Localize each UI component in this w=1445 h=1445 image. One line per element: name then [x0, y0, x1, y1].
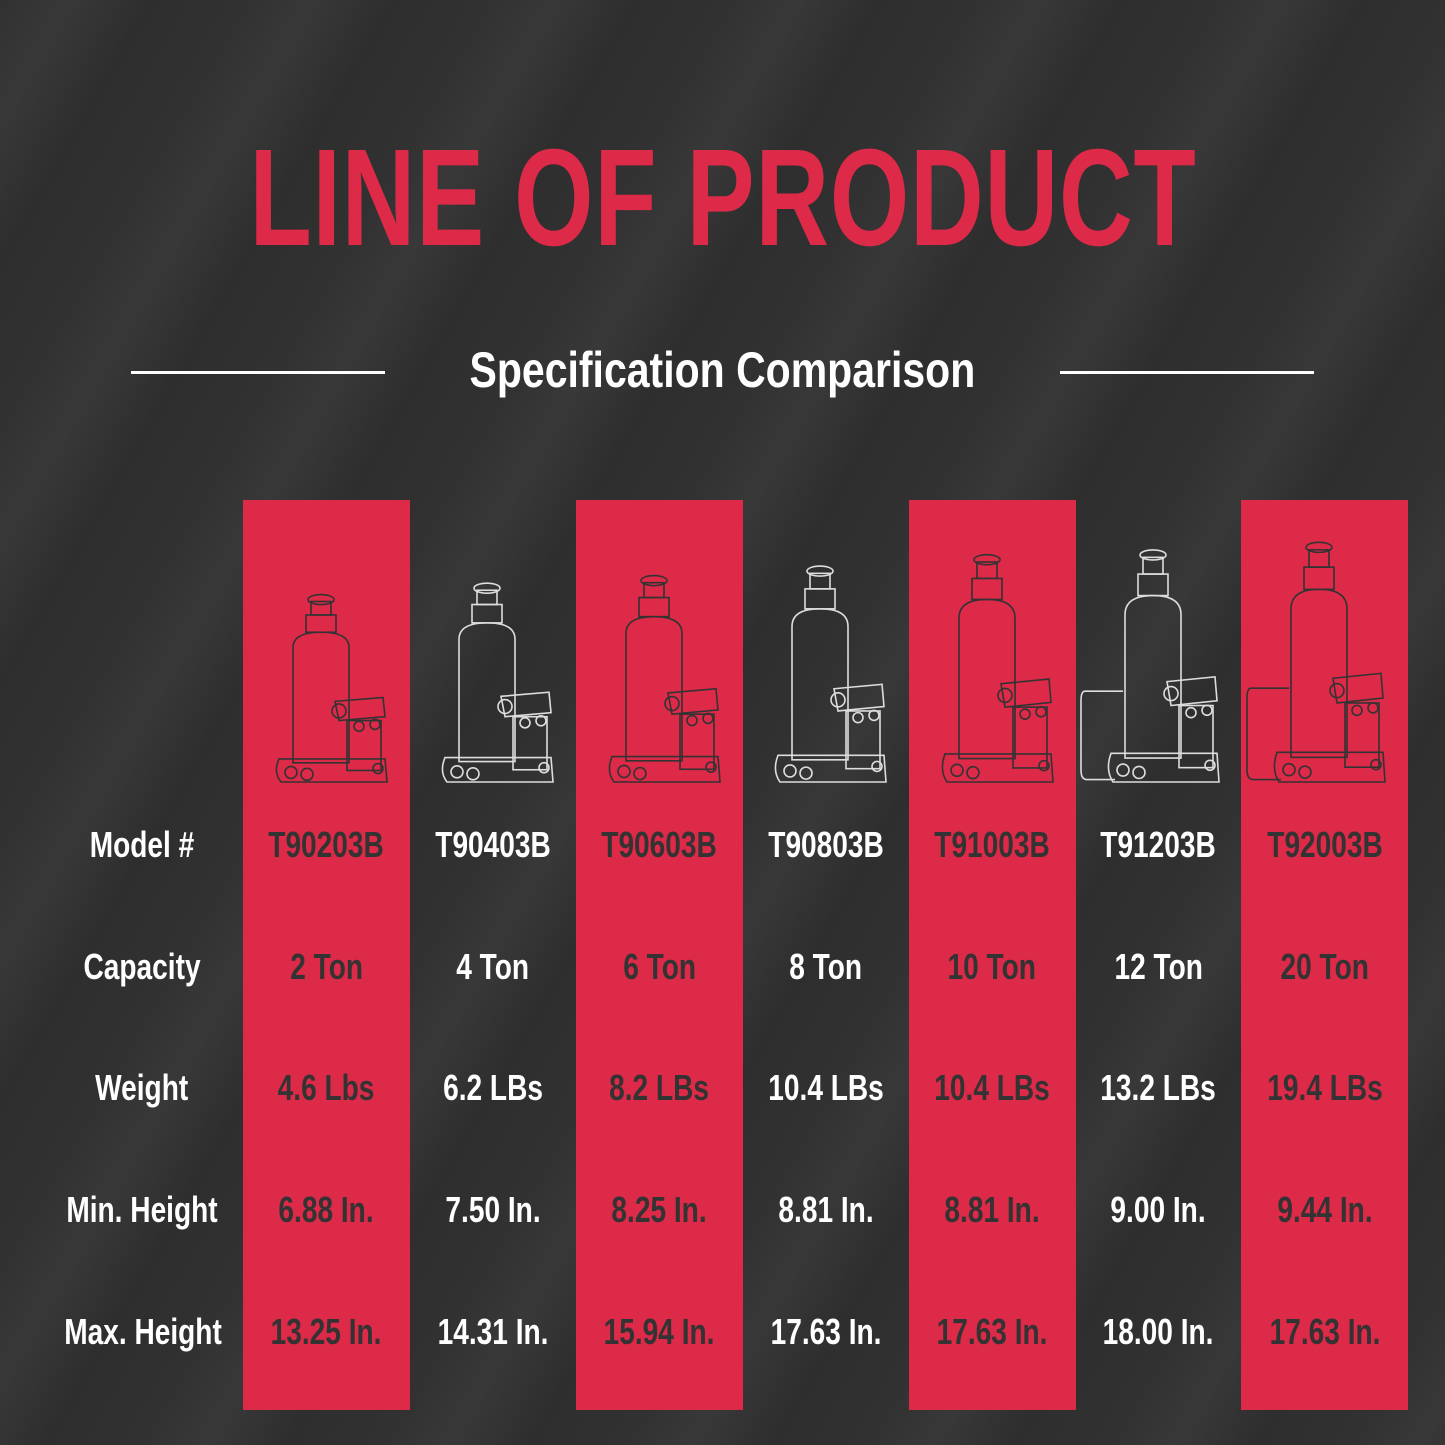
- cell-text: 9.44 In.: [1277, 1189, 1373, 1230]
- product-column-T90803B: T90803B 8 Ton 10.4 LBs 8.81 In. 17.63 In.: [742, 500, 909, 1410]
- bottle-jack-icon: [442, 582, 555, 783]
- cell-text: 4.6 Lbs: [278, 1067, 375, 1108]
- label-model: Model #: [89, 824, 195, 865]
- cell-weight: 8.2 LBs: [576, 1066, 743, 1110]
- label-max-height: Max. Height: [64, 1311, 222, 1352]
- cell-max-height: 17.63 In.: [1241, 1310, 1408, 1354]
- bottle-jack-icon: [608, 574, 721, 783]
- cell-text: 15.94 In.: [603, 1311, 715, 1352]
- product-column-T91203B: T91203B 12 Ton 13.2 LBs 9.00 In. 18.00 In.: [1075, 500, 1242, 1410]
- cell-text: T90603B: [601, 824, 718, 865]
- cell-text: 6.88 In.: [278, 1189, 375, 1230]
- section-subtitle: Specification Comparison: [469, 342, 976, 398]
- cell-model: T91203B: [1075, 823, 1242, 867]
- cell-weight: 10.4 LBs: [909, 1066, 1076, 1110]
- cell-text: 13.2 LBs: [1100, 1067, 1217, 1108]
- divider-left: [131, 371, 385, 374]
- bottle-jack-icon: [941, 553, 1054, 783]
- cell-text: T90203B: [268, 824, 385, 865]
- cell-min-height: 7.50 In.: [409, 1188, 576, 1232]
- cell-weight: 10.4 LBs: [742, 1066, 909, 1110]
- cell-text: 17.63 In.: [770, 1311, 882, 1352]
- cell-text: 13.25 In.: [271, 1311, 382, 1352]
- cell-model: T91003B: [909, 823, 1076, 867]
- cell-text: T90803B: [767, 824, 884, 865]
- product-column-T90603B: T90603B 6 Ton 8.2 LBs 8.25 In. 15.94 In.: [575, 500, 743, 1410]
- cell-capacity: 2 Ton: [243, 945, 410, 989]
- cell-text: 6 Ton: [622, 946, 696, 987]
- label-min-height: Min. Height: [66, 1189, 218, 1230]
- cell-text: 4 Ton: [456, 946, 530, 987]
- cell-text: 17.63 In.: [1269, 1311, 1381, 1352]
- cell-text: 2 Ton: [290, 946, 363, 987]
- cell-max-height: 14.31 In.: [409, 1310, 576, 1354]
- cell-capacity: 4 Ton: [409, 945, 576, 989]
- cell-model: T90803B: [742, 823, 909, 867]
- cell-text: 12 Ton: [1114, 946, 1203, 987]
- cell-text: 6.2 LBs: [442, 1067, 543, 1108]
- cell-text: 14.31 In.: [437, 1311, 549, 1352]
- cell-min-height: 8.25 In.: [576, 1188, 743, 1232]
- page-title: LINE OF PRODUCT: [248, 121, 1197, 275]
- cell-text: 8.81 In.: [778, 1189, 874, 1230]
- bottle-jack-icon: [275, 593, 388, 783]
- cell-max-height: 17.63 In.: [742, 1310, 909, 1354]
- product-column-T90203B: T90203B 2 Ton 4.6 Lbs 6.88 In. 13.25 In.: [243, 500, 410, 1410]
- product-column-T91003B: T91003B 10 Ton 10.4 LBs 8.81 In. 17.63 In.: [908, 500, 1076, 1410]
- cell-text: 18.00 In.: [1103, 1311, 1214, 1352]
- bottle-jack-icon: [774, 565, 888, 783]
- bottle-jack-icon: [1246, 541, 1387, 783]
- cell-text: 7.50 In.: [445, 1189, 541, 1230]
- cell-capacity: 8 Ton: [742, 945, 909, 989]
- cell-max-height: 15.94 In.: [576, 1310, 743, 1354]
- cell-text: 8 Ton: [789, 946, 863, 987]
- cell-text: T91003B: [934, 824, 1050, 865]
- cell-model: T90603B: [576, 823, 743, 867]
- cell-min-height: 9.44 In.: [1241, 1188, 1408, 1232]
- cell-text: 10.4 LBs: [767, 1067, 884, 1108]
- cell-text: 10.4 LBs: [934, 1067, 1050, 1108]
- cell-capacity: 20 Ton: [1241, 945, 1408, 989]
- cell-text: T90403B: [435, 824, 551, 865]
- cell-capacity: 6 Ton: [576, 945, 743, 989]
- cell-capacity: 10 Ton: [909, 945, 1076, 989]
- cell-model: T90403B: [409, 823, 576, 867]
- cell-text: T92003B: [1267, 824, 1383, 865]
- cell-text: 17.63 In.: [936, 1311, 1048, 1352]
- cell-capacity: 12 Ton: [1075, 945, 1242, 989]
- label-capacity: Capacity: [83, 946, 201, 987]
- cell-weight: 6.2 LBs: [409, 1066, 576, 1110]
- cell-text: 9.00 In.: [1110, 1189, 1207, 1230]
- cell-max-height: 13.25 In.: [243, 1310, 410, 1354]
- product-column-T92003B: T92003B 20 Ton 19.4 LBs 9.44 In. 17.63 In.: [1241, 500, 1409, 1410]
- bottle-jack-icon: [1080, 549, 1220, 783]
- cell-text: 8.2 LBs: [609, 1067, 710, 1108]
- cell-text: 8.25 In.: [611, 1189, 707, 1230]
- cell-text: 10 Ton: [947, 946, 1037, 987]
- cell-model: T90203B: [243, 823, 410, 867]
- cell-max-height: 18.00 In.: [1075, 1310, 1242, 1354]
- label-weight: Weight: [95, 1067, 189, 1108]
- cell-min-height: 8.81 In.: [742, 1188, 909, 1232]
- cell-weight: 13.2 LBs: [1075, 1066, 1242, 1110]
- cell-min-height: 8.81 In.: [909, 1188, 1076, 1232]
- cell-text: 19.4 LBs: [1267, 1067, 1383, 1108]
- cell-model: T92003B: [1241, 823, 1408, 867]
- product-column-T90403B: T90403B 4 Ton 6.2 LBs 7.50 In. 14.31 In.: [409, 500, 576, 1410]
- cell-max-height: 17.63 In.: [909, 1310, 1076, 1354]
- cell-min-height: 6.88 In.: [243, 1188, 410, 1232]
- cell-text: 8.81 In.: [944, 1189, 1040, 1230]
- cell-text: T91203B: [1100, 824, 1217, 865]
- divider-right: [1060, 371, 1314, 374]
- cell-weight: 4.6 Lbs: [243, 1066, 410, 1110]
- cell-text: 20 Ton: [1280, 946, 1370, 987]
- cell-min-height: 9.00 In.: [1075, 1188, 1242, 1232]
- cell-weight: 19.4 LBs: [1241, 1066, 1408, 1110]
